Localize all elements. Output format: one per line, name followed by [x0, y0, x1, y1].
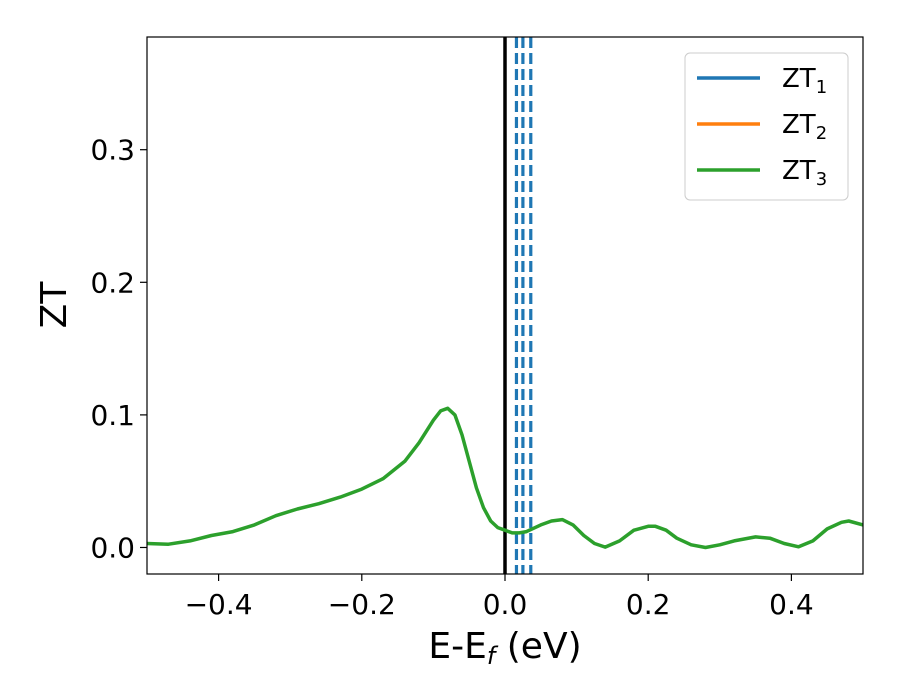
- legend-label: ZT2: [782, 110, 827, 144]
- x-axis-label: E-Ef (eV): [428, 626, 581, 670]
- y-tick-label: 0.2: [90, 266, 135, 299]
- x-tick-label: −0.4: [185, 588, 253, 621]
- vertical-lines: [503, 37, 533, 574]
- legend: ZT1 ZT2 ZT3: [684, 52, 849, 201]
- series-lines: [147, 406, 863, 550]
- y-tick-label: 0.1: [90, 399, 135, 432]
- x-tick-label: 0.0: [483, 588, 528, 621]
- x-tick-label: 0.2: [626, 588, 671, 621]
- series-line-zt3: [147, 406, 863, 550]
- legend-label: ZT3: [782, 156, 827, 190]
- x-tick-label: 0.4: [769, 588, 814, 621]
- x-tick-label: −0.2: [328, 588, 396, 621]
- y-tick-label: 0.3: [90, 134, 135, 167]
- legend-label: ZT1: [782, 64, 827, 98]
- y-axis-ticks: 0.0 0.1 0.2 0.3: [90, 134, 147, 564]
- y-tick-label: 0.0: [90, 531, 135, 564]
- y-axis-label: ZT: [34, 281, 75, 329]
- x-axis-ticks: −0.4 −0.2 0.0 0.2 0.4: [185, 574, 814, 621]
- legend-box: [684, 52, 849, 201]
